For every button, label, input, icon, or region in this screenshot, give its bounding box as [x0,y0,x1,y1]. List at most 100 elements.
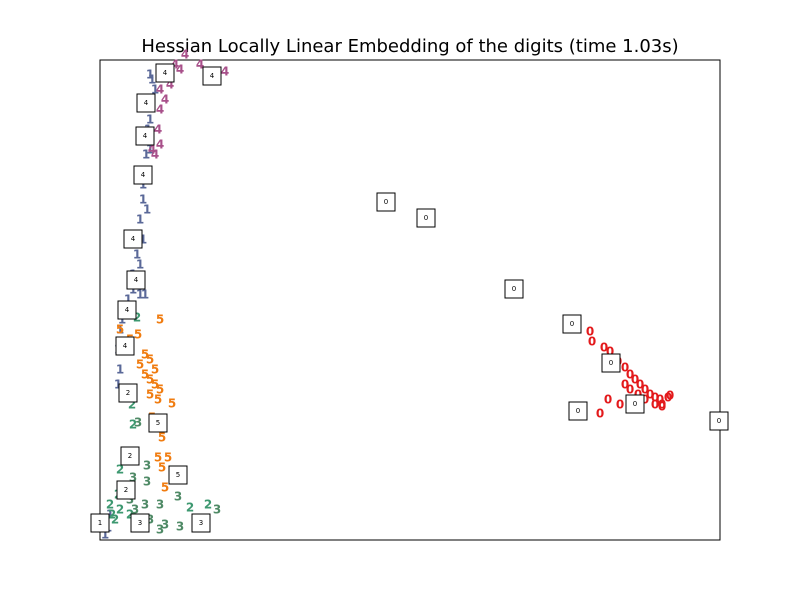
digit-point: 0 [646,388,654,402]
thumbnail-digit: 4 [143,132,148,140]
axes-frame [99,59,721,541]
digit-point: 4 [151,148,159,162]
digit-point: 0 [664,391,672,405]
digit-point: 5 [168,397,176,411]
thumbnail-digit: 4 [163,69,168,77]
digit-point: 1 [116,323,124,337]
thumbnail-digit: 0 [512,285,516,293]
digit-point: 0 [600,341,608,355]
digit-thumbnail [625,394,645,414]
thumbnail-digit: 4 [144,99,149,107]
thumbnail-digit: 0 [384,198,388,206]
thumbnail-digit: 4 [123,342,128,350]
digit-point: 3 [156,498,164,512]
digit-point: 0 [651,398,659,412]
thumbnail-digit: 0 [717,417,721,425]
digit-point: 3 [213,503,221,517]
digit-thumbnail [117,300,137,320]
digit-point: 4 [166,78,174,92]
digit-point: 1 [146,143,154,157]
digit-point: 0 [626,368,634,382]
thumbnail-digit: 4 [134,276,139,284]
digit-thumbnail [133,165,153,185]
digit-point: 0 [621,361,629,375]
digit-thumbnail [191,513,211,533]
digit-point: 0 [636,378,644,392]
digit-point: 0 [626,383,634,397]
digit-point: 2 [108,508,116,522]
digit-point: 0 [641,393,649,407]
digit-thumbnail [376,192,396,212]
digit-point: 5 [116,323,124,337]
digit-point: 3 [174,490,182,504]
digit-point: 5 [164,451,172,465]
digit-point: 4 [161,93,169,107]
digit-thumbnail [568,401,588,421]
digit-point: 5 [156,383,164,397]
digit-point: 1 [116,363,124,377]
digit-point: 0 [588,335,596,349]
thumbnail-digit: 0 [576,407,580,415]
digit-point: 5 [154,393,162,407]
digit-thumbnail [601,353,621,373]
digit-point: 4 [156,138,164,152]
digit-point: 4 [156,83,164,97]
digit-point: 2 [126,508,134,522]
digit-point: 5 [154,451,162,465]
digit-point: 1 [148,73,156,87]
digit-point: 5 [151,378,159,392]
digit-thumbnail [202,66,222,86]
digit-point: 4 [154,123,162,137]
digit-point: 0 [596,407,604,421]
digit-point: 0 [631,373,639,387]
chart-title: Hessian Locally Linear Embedding of the … [141,36,678,57]
digit-point: 1 [136,213,144,227]
digit-point: 0 [656,393,664,407]
digit-point: 5 [158,461,166,475]
digit-point: 3 [143,459,151,473]
thumbnail-digit: 2 [124,486,128,494]
digit-point: 0 [658,400,666,414]
digit-point: 3 [156,523,164,537]
digit-point: 4 [196,58,204,72]
digit-point: 1 [143,203,151,217]
thumbnail-digit: 2 [126,389,130,397]
digit-point: 3 [141,498,149,512]
digit-point: 1 [106,508,114,522]
digit-point: 5 [151,363,159,377]
digit-point: 1 [142,148,150,162]
digit-point: 2 [186,501,194,515]
digit-point: 5 [158,431,166,445]
digit-point: 3 [131,503,139,517]
digit-point: 0 [666,389,674,403]
digit-point: 1 [136,288,144,302]
digit-point: 2 [116,463,124,477]
thumbnail-digit: 3 [138,519,142,527]
digit-point: 0 [621,378,629,392]
digit-thumbnail [155,63,175,83]
thumbnail-digit: 4 [131,235,136,243]
digit-point: 1 [139,233,147,247]
digit-point: 0 [616,398,624,412]
thumbnail-digit: 4 [125,306,130,314]
digit-point: 1 [139,193,147,207]
digit-point: 5 [156,313,164,327]
thumbnail-digit: 0 [570,320,574,328]
digit-point: 4 [221,65,229,79]
digit-point: 1 [151,83,159,97]
digit-point: 1 [146,68,154,82]
thumbnail-digit: 3 [199,519,203,527]
thumbnail-digit: 5 [156,419,160,427]
digit-thumbnail [116,480,136,500]
digit-thumbnail [148,413,168,433]
thumbnail-digit: 0 [609,359,613,367]
digit-thumbnail [136,93,156,113]
digit-thumbnail [416,208,436,228]
digit-thumbnail [123,229,143,249]
thumbnail-digit: 2 [128,452,132,460]
digit-point: 3 [143,475,151,489]
digit-point: 5 [141,348,149,362]
digit-point: 5 [161,481,169,495]
digit-point: 4 [181,48,189,62]
